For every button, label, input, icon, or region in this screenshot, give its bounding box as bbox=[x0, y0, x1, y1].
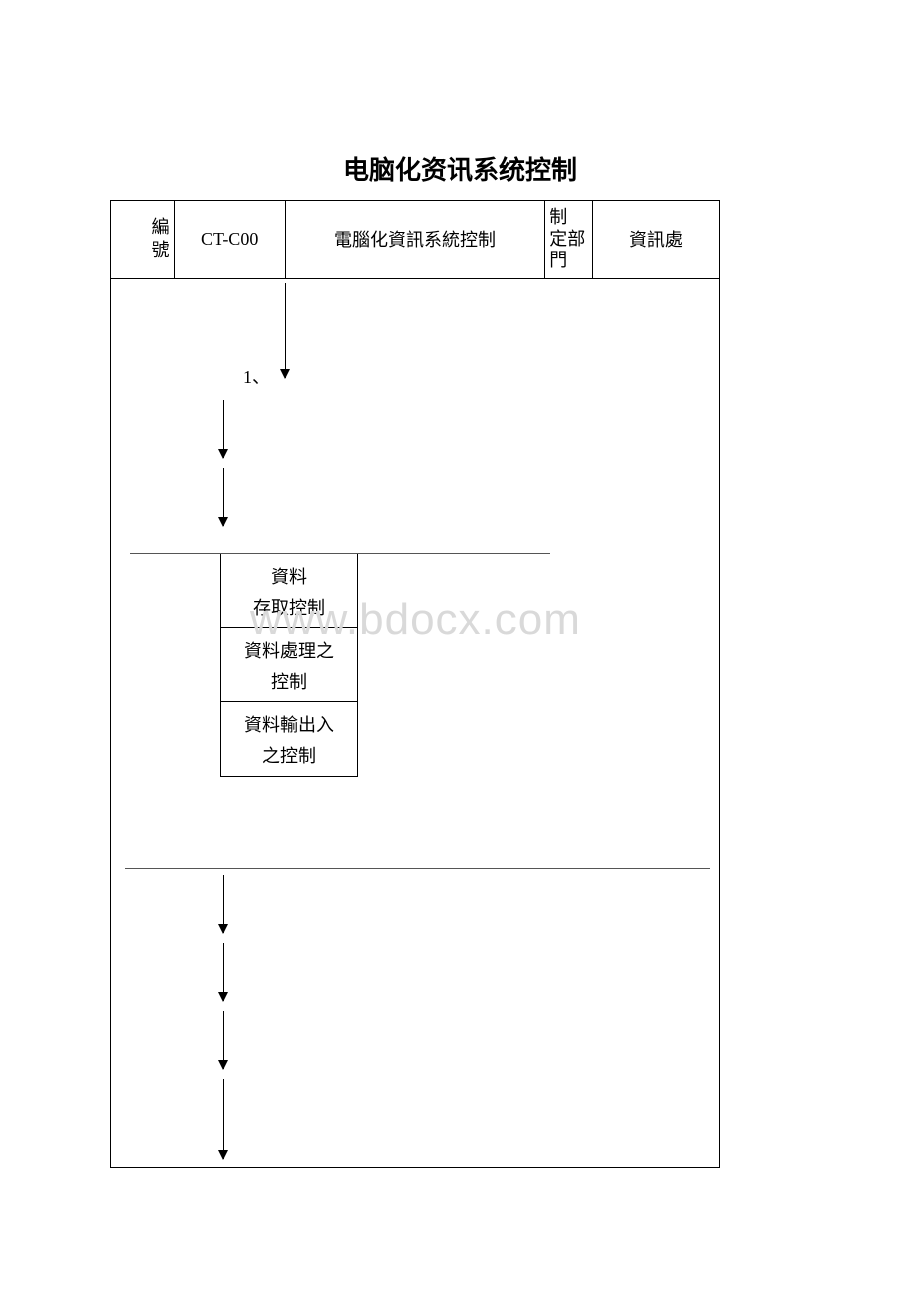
box-line: 控制 bbox=[221, 667, 357, 698]
box-data-access: 資料 存取控制 bbox=[220, 553, 358, 628]
header-value-id: CT-C00 bbox=[174, 201, 285, 279]
box-data-processing: 資料處理之 控制 bbox=[220, 628, 358, 702]
box-line: 資料處理之 bbox=[221, 636, 357, 667]
arrow-lower-2 bbox=[223, 1011, 224, 1069]
box-line: 存取控制 bbox=[221, 593, 357, 624]
boxes-group: 資料 存取控制 資料處理之 控制 資料輸出入 之控制 bbox=[220, 553, 358, 777]
mid-rule bbox=[125, 868, 710, 869]
header-row: 編號 CT-C00 電腦化資訊系統控制 制定部門 資訊處 bbox=[111, 201, 720, 279]
arrow-lower-1 bbox=[223, 943, 224, 1001]
box-data-io: 資料輸出入 之控制 bbox=[220, 702, 358, 776]
body-frame bbox=[110, 273, 720, 1168]
header-table: 編號 CT-C00 電腦化資訊系統控制 制定部門 資訊處 bbox=[110, 200, 720, 279]
box-line: 資料 bbox=[221, 562, 357, 593]
arrow-upper-1 bbox=[223, 400, 224, 458]
arrow-lower-0 bbox=[223, 875, 224, 933]
diagram-marker-1: 1、 bbox=[243, 363, 270, 389]
header-value-dept: 資訊處 bbox=[592, 201, 719, 279]
boxes-top-rule bbox=[130, 553, 550, 554]
arrow-lower-3 bbox=[223, 1079, 224, 1159]
page-title: 电脑化资讯系统控制 bbox=[0, 150, 920, 187]
header-value-name: 電腦化資訊系統控制 bbox=[285, 201, 544, 279]
header-label-dept: 制定部門 bbox=[545, 201, 593, 279]
box-line: 資料輸出入 bbox=[221, 710, 357, 741]
arrow-upper-0 bbox=[285, 283, 286, 378]
header-label-id: 編號 bbox=[111, 201, 175, 279]
box-line: 之控制 bbox=[221, 741, 357, 772]
arrow-upper-2 bbox=[223, 468, 224, 526]
